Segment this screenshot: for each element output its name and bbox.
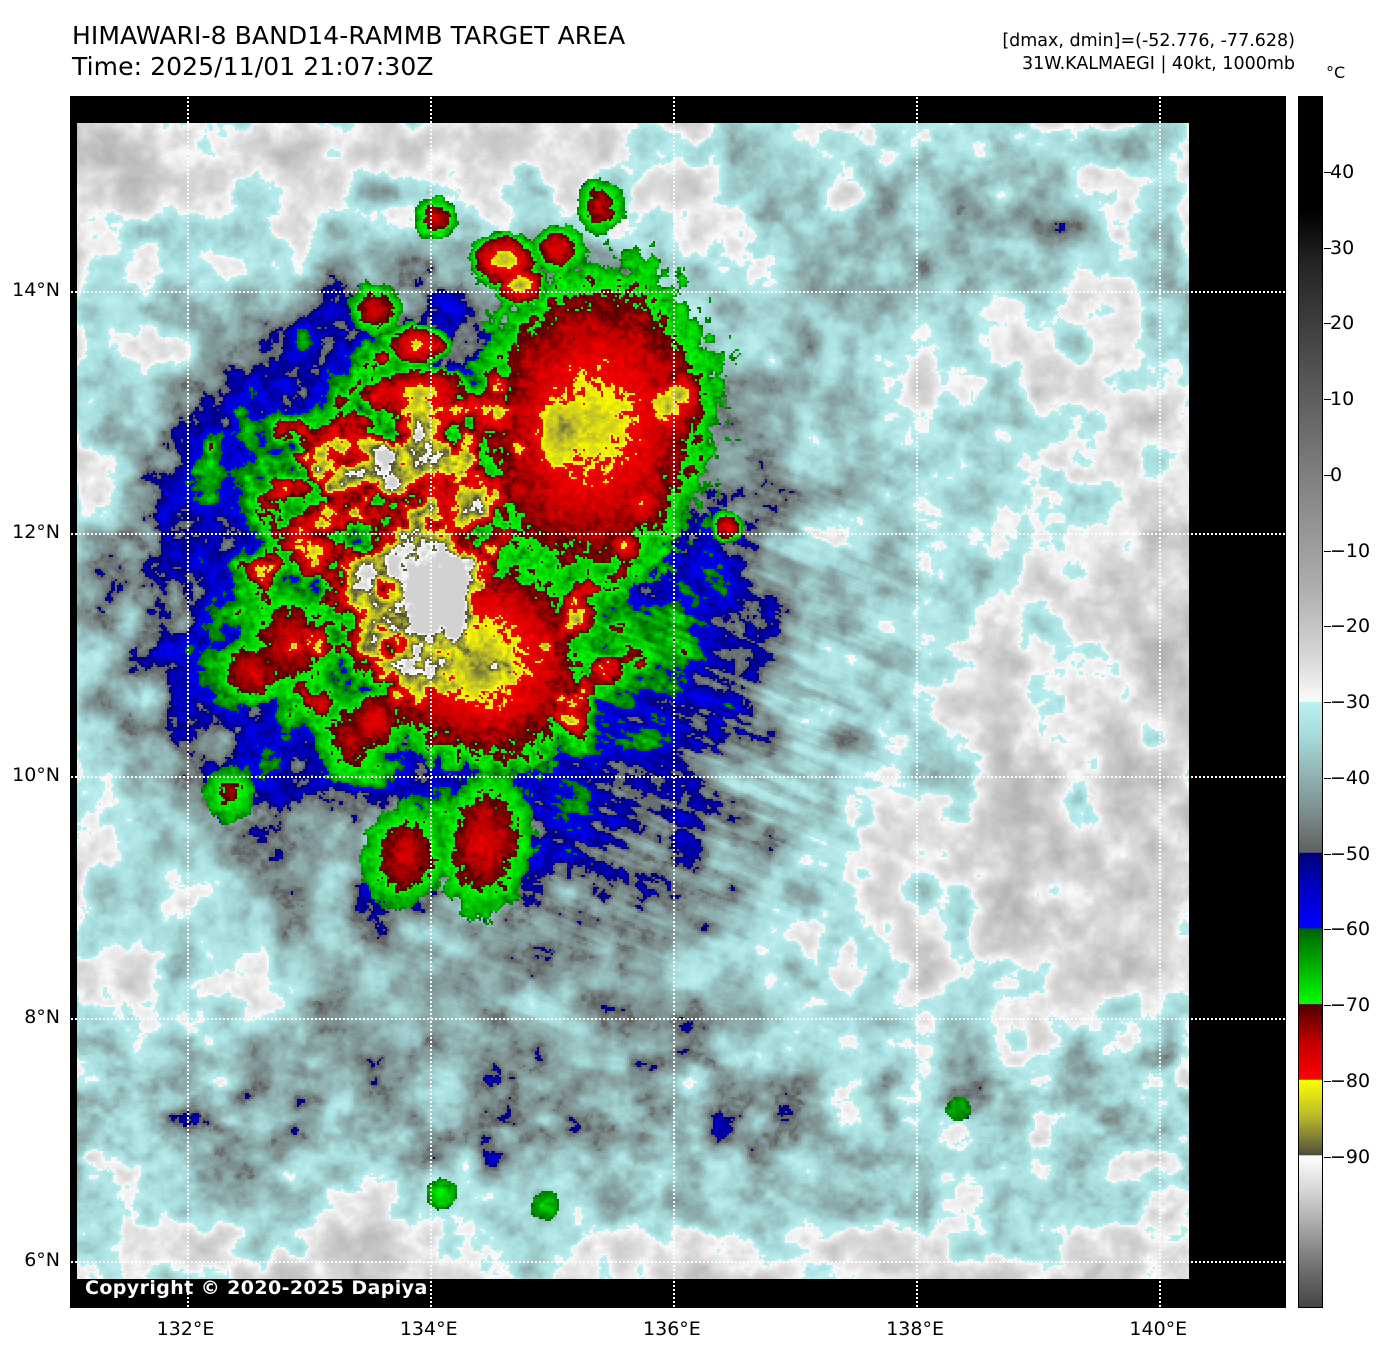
- colorbar-tick-label: −30: [1330, 691, 1371, 713]
- colorbar-tick-label: −70: [1330, 994, 1371, 1016]
- y-tick-label: 10°N: [12, 763, 60, 786]
- colorbar-tick-label: −80: [1330, 1069, 1371, 1092]
- page-title: HIMAWARI-8 BAND14-RAMMB TARGET AREA: [72, 21, 626, 50]
- colorbar-tick-label: 10: [1330, 388, 1355, 410]
- colorbar-tick-mark: [1324, 626, 1331, 628]
- colorbar-tick-mark: [1324, 323, 1331, 325]
- colorbar-tick-mark: [1324, 171, 1331, 173]
- header-left-block: HIMAWARI-8 BAND14-RAMMB TARGET AREA Time…: [72, 20, 832, 82]
- colorbar-tick-mark: [1324, 399, 1331, 400]
- colorbar-tick-mark: [1324, 1080, 1331, 1082]
- x-tick-label: 140°E: [1129, 1318, 1188, 1340]
- colorbar-tick-mark: [1324, 247, 1331, 249]
- x-tick-label: 136°E: [643, 1318, 701, 1340]
- colorbar-tick-mark: [1324, 929, 1331, 931]
- satellite-image-plot[interactable]: Copyright © 2020-2025 Dapiya: [70, 96, 1286, 1308]
- x-tick-label: 134°E: [399, 1318, 458, 1340]
- colorbar-gradient: [1299, 97, 1322, 1307]
- colorbar-tick-label: −50: [1330, 842, 1371, 865]
- y-tick-label: 14°N: [12, 278, 60, 301]
- colorbar-tick-mark: [1324, 702, 1331, 703]
- dmax-dmin-label: [dmax, dmin]=(-52.776, -77.628): [1002, 31, 1295, 51]
- colorbar-tick-mark: [1324, 550, 1331, 552]
- colorbar-tick-label: −20: [1330, 615, 1371, 638]
- colorbar[interactable]: [1298, 96, 1323, 1308]
- x-tick-label: 132°E: [156, 1318, 215, 1340]
- colorbar-tick-label: −10: [1330, 539, 1371, 562]
- colorbar-tick-mark: [1324, 1005, 1331, 1006]
- colorbar-tick-mark: [1324, 777, 1331, 779]
- colorbar-tick-label: 40: [1330, 160, 1355, 183]
- colorbar-tick-label: 20: [1330, 312, 1355, 335]
- y-tick-label: 12°N: [12, 521, 60, 544]
- copyright-label: Copyright © 2020-2025 Dapiya: [85, 1277, 428, 1299]
- colorbar-tick-mark: [1324, 474, 1331, 476]
- colorbar-tick-label: 30: [1330, 236, 1355, 259]
- timestamp-label: Time: 2025/11/01 21:07:30Z: [72, 52, 434, 81]
- storm-info-label: 31W.KALMAEGI | 40kt, 1000mb: [1022, 54, 1295, 74]
- x-tick-label: 138°E: [886, 1318, 944, 1340]
- colorbar-unit-label: °C: [1326, 63, 1346, 82]
- satellite-image-canvas: [71, 97, 1285, 1307]
- colorbar-tick-label: −60: [1330, 918, 1371, 941]
- colorbar-tick-label: −90: [1330, 1145, 1371, 1168]
- colorbar-tick-mark: [1324, 853, 1331, 855]
- header-right-block: [dmax, dmin]=(-52.776, -77.628) 31W.KALM…: [1002, 30, 1295, 76]
- colorbar-tick-label: 0: [1330, 463, 1343, 486]
- colorbar-tick-mark: [1324, 1156, 1331, 1158]
- colorbar-tick-label: −40: [1330, 766, 1371, 789]
- y-tick-label: 8°N: [24, 1006, 60, 1029]
- y-tick-label: 6°N: [24, 1248, 60, 1271]
